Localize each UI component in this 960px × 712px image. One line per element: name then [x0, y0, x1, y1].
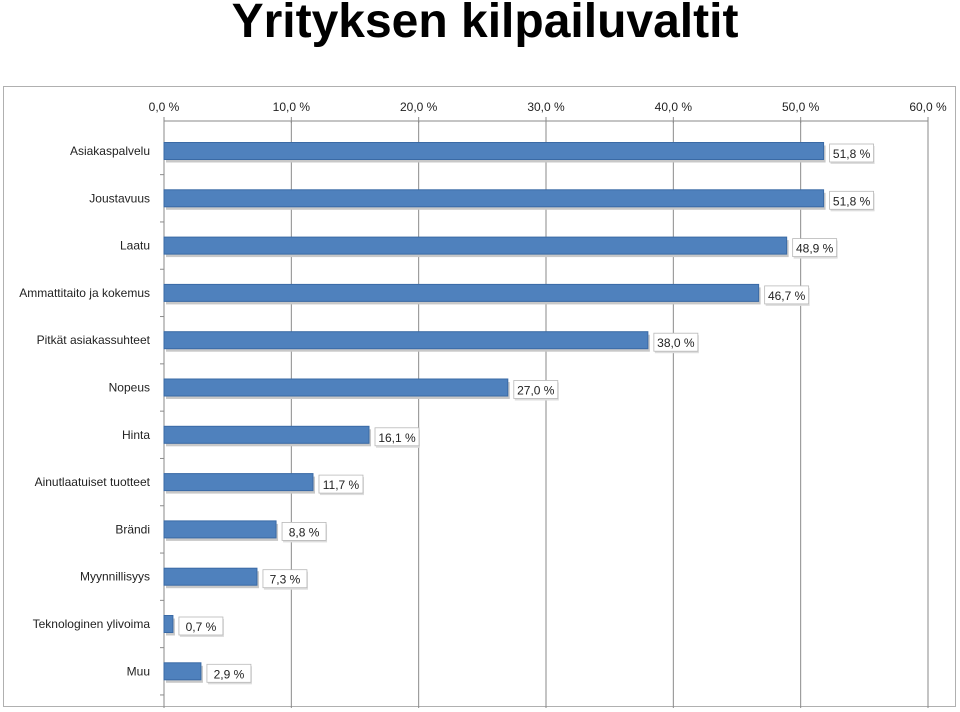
chart-area: 0,0 % 10,0 % 20,0 % 30,0 % 40,0 % 50,0 % 60,0 …	[3, 86, 956, 708]
data-label-box	[206, 663, 252, 683]
bar	[163, 615, 174, 633]
bar	[163, 520, 277, 539]
bar	[163, 189, 825, 208]
data-label: 16,1 %	[378, 431, 416, 445]
bar-chart: 0,0 % 10,0 % 20,0 % 30,0 % 40,0 % 50,0 % 60,0 …	[19, 100, 947, 708]
data-label-box	[764, 285, 810, 305]
data-label-box	[513, 380, 559, 399]
x-tick-label: 40,0 %	[655, 100, 693, 114]
category-label: Brändi	[115, 522, 150, 536]
x-tick-label: 30,0 %	[527, 100, 565, 114]
x-tick-label: 50,0 %	[782, 100, 820, 114]
category-label: Laatu	[120, 239, 150, 253]
data-label: 51,8 %	[833, 147, 871, 161]
bar	[163, 331, 649, 350]
bar	[163, 378, 509, 397]
category-label: Pitkät asiakassuhteet	[37, 333, 151, 347]
bar	[163, 236, 788, 255]
data-label: 46,7 %	[768, 289, 806, 303]
data-label-box	[829, 190, 874, 210]
data-label-box	[829, 143, 874, 163]
bar	[163, 283, 760, 302]
data-label-box	[178, 616, 224, 636]
category-label: Asiakaspalvelu	[70, 144, 150, 158]
data-label: 2,9 %	[214, 667, 245, 681]
data-label: 7,3 %	[270, 573, 301, 587]
data-label-box	[318, 474, 364, 494]
category-label: Muu	[127, 664, 150, 678]
data-label: 0,7 %	[186, 620, 217, 634]
data-label: 27,0 %	[517, 384, 555, 398]
data-label: 48,9 %	[796, 242, 834, 256]
category-label: Myynnillisyys	[80, 570, 150, 584]
data-label: 11,7 %	[323, 478, 360, 492]
x-tick-label: 60,0 %	[909, 100, 947, 114]
category-label: Teknologinen ylivoima	[33, 617, 151, 631]
bar	[163, 473, 314, 492]
page-title: Yrityksen kilpailuvaltit	[231, 0, 739, 48]
data-label: 8,8 %	[289, 525, 320, 539]
bar	[163, 142, 825, 160]
data-label: 51,8 %	[833, 194, 871, 208]
x-tick-label: 20,0 %	[400, 100, 438, 114]
category-label: Hinta	[122, 428, 150, 442]
data-label-box	[262, 569, 308, 589]
bar	[163, 425, 370, 444]
x-tick-label: 0,0 %	[149, 100, 180, 114]
x-tick-label: 10,0 %	[273, 100, 311, 114]
category-label: Ammattitaito ja kokemus	[19, 286, 150, 300]
data-label-box	[374, 427, 420, 447]
data-label-box	[653, 332, 699, 352]
bar	[163, 567, 258, 586]
bar	[163, 662, 202, 681]
data-label-box	[792, 238, 838, 258]
category-label: Nopeus	[109, 381, 150, 395]
data-label: 38,0 %	[657, 336, 695, 350]
data-label-box	[281, 521, 327, 541]
category-label: Ainutlaatuiset tuotteet	[35, 475, 151, 489]
category-label: Joustavuus	[89, 191, 150, 205]
